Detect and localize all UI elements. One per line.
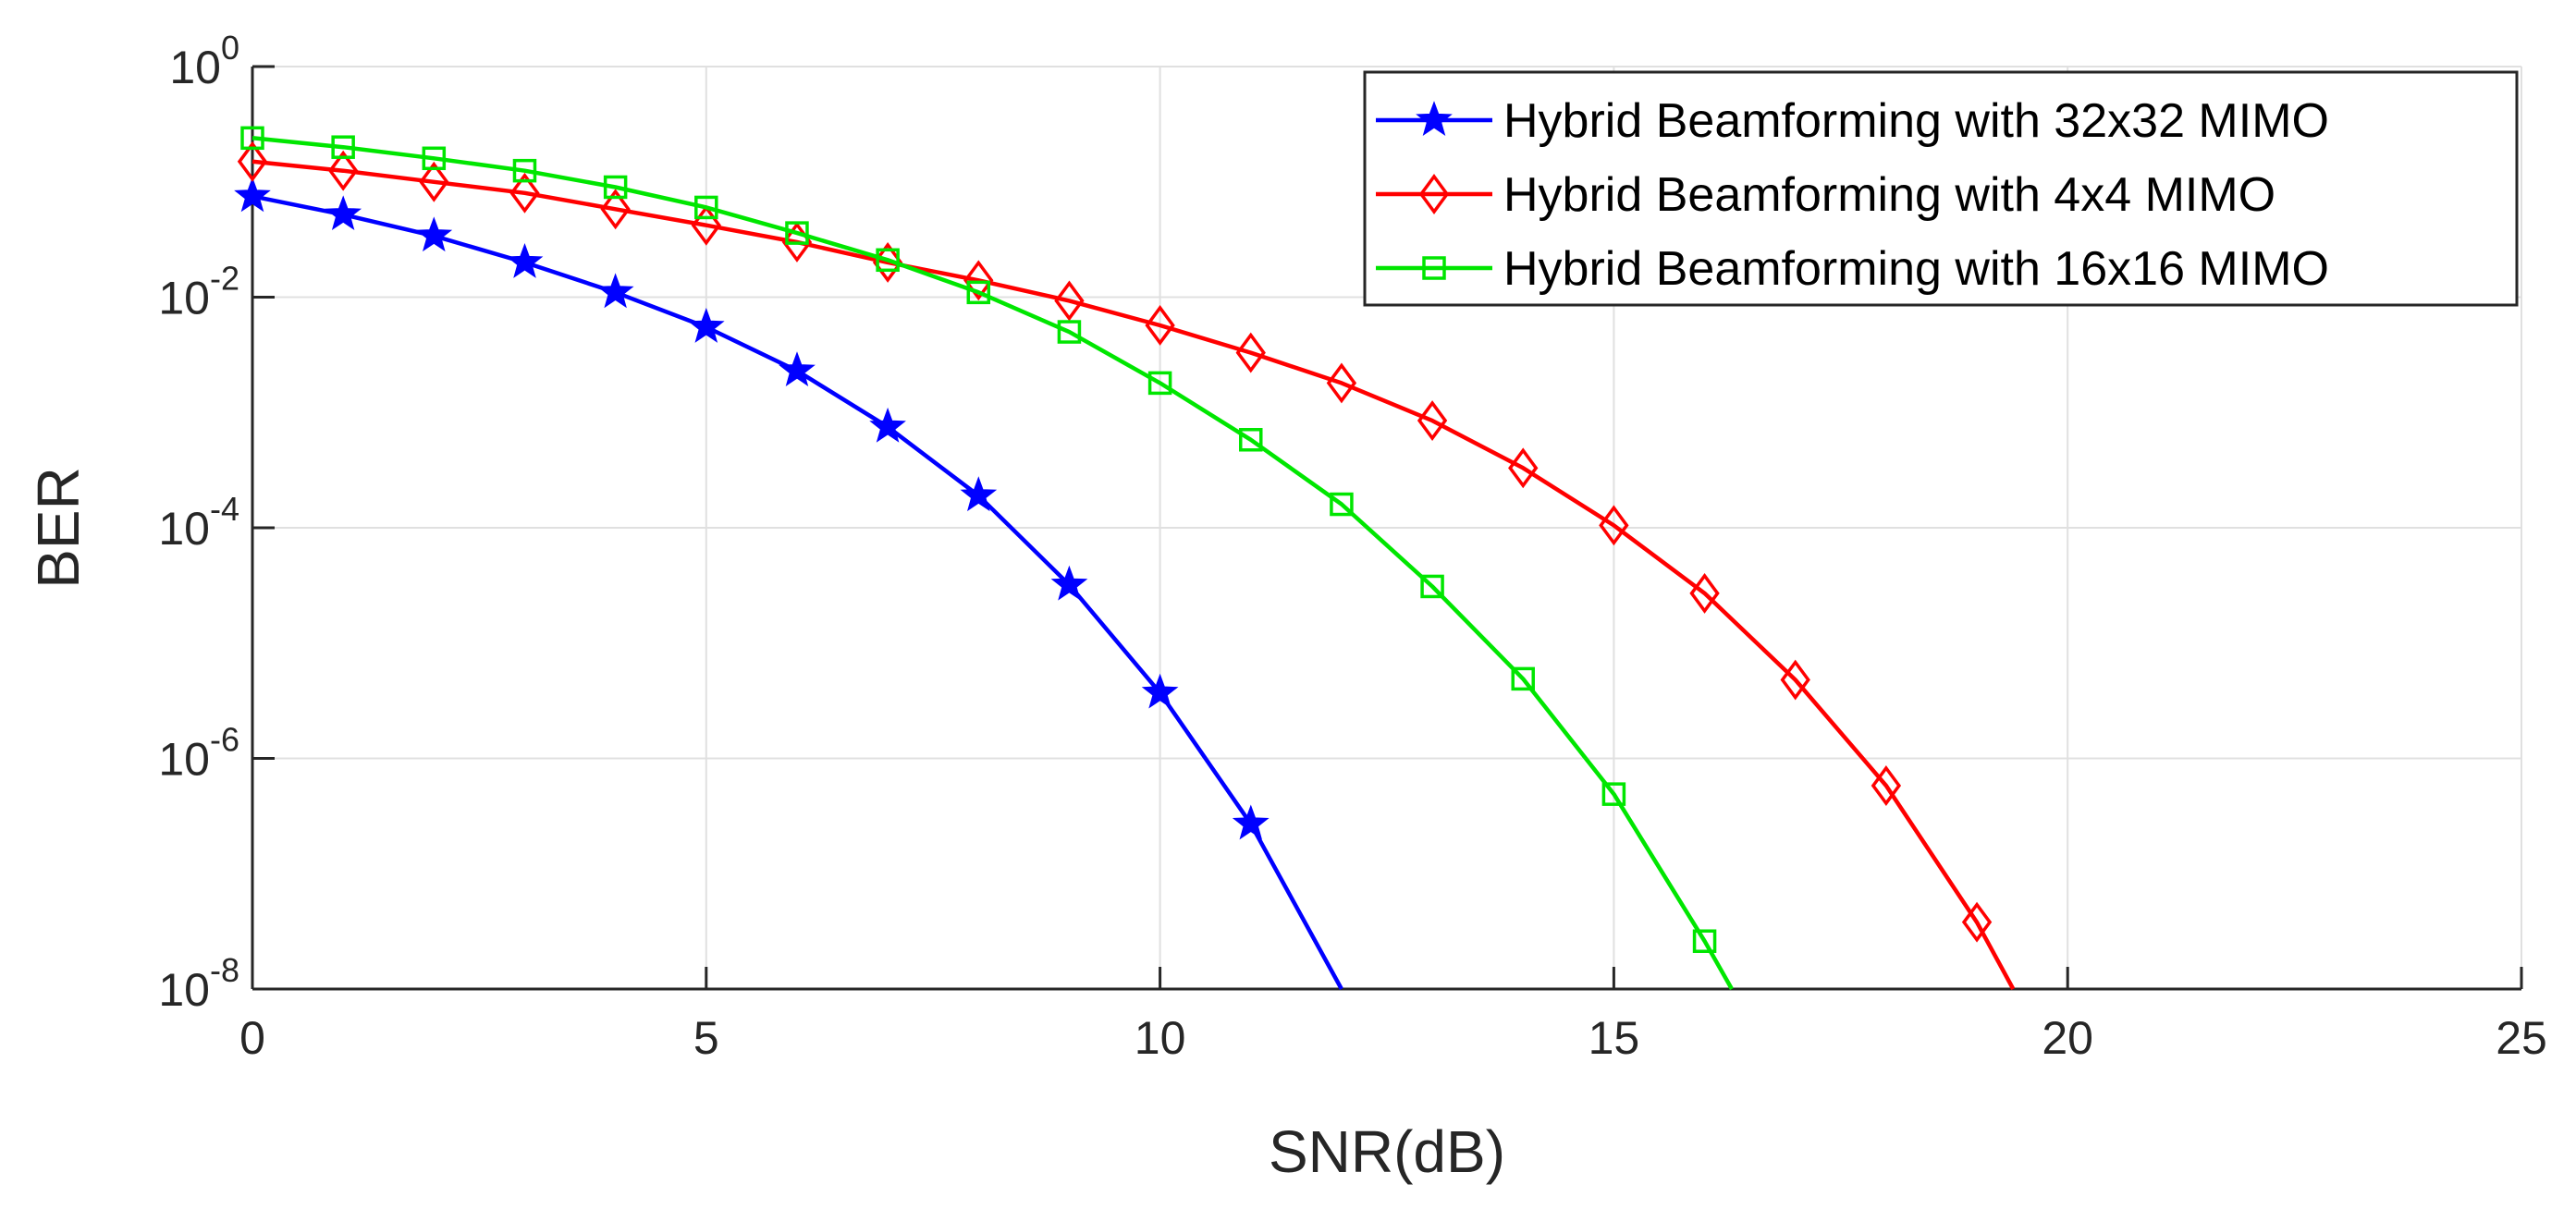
y-axis-title: BER [25,467,92,589]
data-point-square [1147,371,1172,396]
data-point-diamond [1054,280,1085,322]
data-point-diamond [327,150,359,191]
data-point-star [960,476,998,512]
data-point-diamond [1599,505,1629,546]
x-tick-label: 20 [2042,1012,2093,1064]
data-point-diamond [1508,447,1539,489]
data-point-diamond [1235,332,1266,373]
x-tick-label: 0 [239,1012,265,1064]
series-1 [234,177,1343,991]
data-point-star [1232,804,1270,840]
x-tick-label: 5 [693,1012,719,1064]
legend-label: Hybrid Beamforming with 16x16 MIMO [1503,242,2329,296]
y-tick-label: 10-4 [158,490,239,555]
data-point-diamond [1871,765,1902,806]
data-point-diamond [1145,305,1175,346]
legend: Hybrid Beamforming with 32x32 MIMO Hybrid… [1363,70,2519,307]
legend-marker-star [1416,101,1453,136]
data-point-square [785,221,809,245]
legend-marker-diamond [1418,174,1450,214]
series-line [251,159,2016,991]
legend-box [1363,70,2519,307]
data-point-star [325,195,362,231]
legend-label: Hybrid Beamforming with 4x4 MIMO [1503,168,2275,222]
data-point-star [234,177,271,213]
data-point-star [506,242,544,278]
data-point-diamond [509,172,540,214]
y-tick-label: 10-6 [158,721,239,786]
data-point-star [1141,673,1179,709]
axes [251,65,2523,991]
data-point-square [331,135,355,159]
data-point-square [1330,492,1354,517]
series-line [251,136,1734,991]
data-point-diamond [1780,659,1810,701]
data-point-diamond [1417,400,1448,442]
data-point-diamond [1326,362,1357,404]
series-3 [240,126,1734,991]
data-point-square [966,280,991,305]
data-point-square [512,158,537,183]
data-point-square [876,248,900,273]
x-tick-label: 15 [1589,1012,1640,1064]
legend-label: Hybrid Beamforming with 32x32 MIMO [1503,94,2329,148]
legend-item: Hybrid Beamforming with 4x4 MIMO [1376,168,2275,222]
x-tick-label: 25 [2496,1012,2547,1064]
x-axis-title: SNR(dB) [1269,1118,1505,1185]
data-point-square [694,195,718,220]
data-point-diamond [963,260,994,301]
data-point-square [1692,929,1717,953]
data-point-star [779,351,816,387]
tick-labels: 0 5 10 15 20 25 100 10-2 10-4 10-6 10-8 [158,29,2546,1064]
data-point-diamond [1961,901,1993,943]
series-2 [237,140,2016,991]
data-point-square [1601,782,1626,806]
y-tick-label: 10-8 [158,951,239,1016]
data-point-diamond [1689,572,1720,614]
data-point-diamond [419,161,449,202]
legend-item: Hybrid Beamforming with 16x16 MIMO [1376,242,2329,296]
data-point-star [869,407,906,443]
data-point-star [596,273,634,309]
data-point-diamond [237,140,268,182]
legend-marker-square [1422,256,1446,280]
data-point-square [422,146,447,171]
data-point-square [1239,428,1263,452]
data-point-square [603,175,628,200]
x-tick-label: 10 [1135,1012,1186,1064]
data-point-star [1050,565,1088,601]
data-point-square [240,126,264,151]
data-point-square [1420,574,1444,599]
data-series [234,126,2016,991]
data-point-square [1057,320,1082,344]
y-tick-label: 100 [169,29,239,93]
legend-item: Hybrid Beamforming with 32x32 MIMO [1376,94,2329,148]
data-point-diamond [691,204,721,246]
y-tick-label: 10-2 [158,260,239,324]
data-point-star [415,216,453,252]
data-point-diamond [600,189,631,230]
data-point-square [1511,666,1535,691]
data-point-star [687,308,725,343]
